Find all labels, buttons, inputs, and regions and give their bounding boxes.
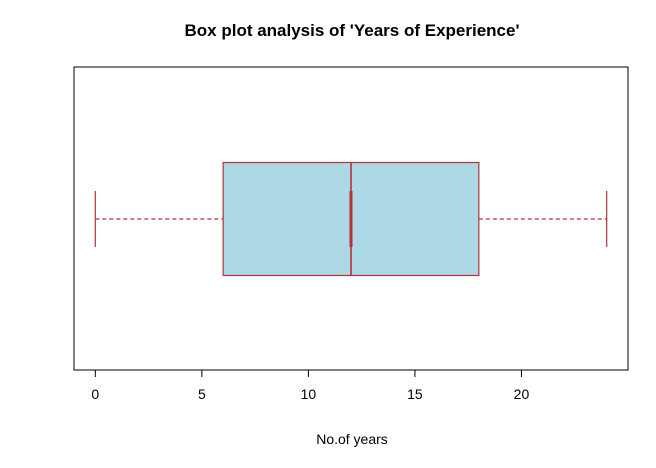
box-group [94,161,608,277]
x-axis-label: No.of years [316,431,388,447]
x-axis: 0 5 10 15 20 [91,369,530,402]
chart-title: Box plot analysis of 'Years of Experienc… [185,21,520,40]
x-tick-label: 15 [407,386,423,402]
x-tick-label: 5 [198,386,206,402]
x-tick-label: 20 [514,386,530,402]
x-tick-label: 0 [91,386,99,402]
x-tick-label: 10 [301,386,317,402]
